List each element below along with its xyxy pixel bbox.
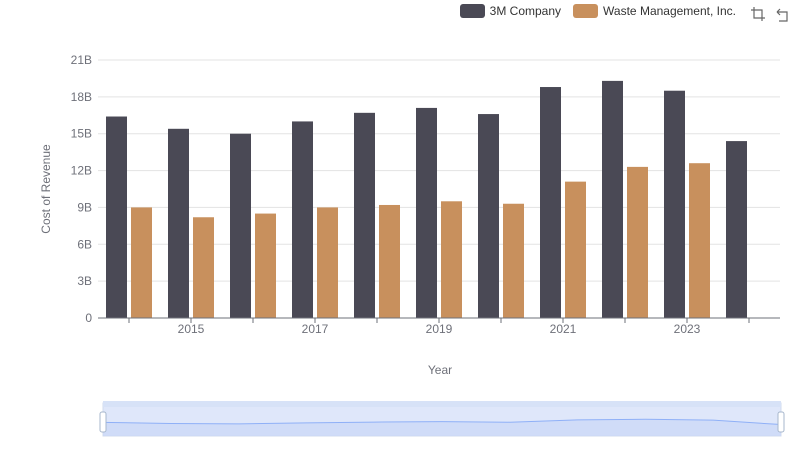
bar-3m-2020[interactable] [478, 114, 499, 318]
bar-3m-2015[interactable] [168, 128, 189, 318]
bar-3m-2022[interactable] [602, 80, 623, 318]
legend: 3M Company Waste Management, Inc. [459, 4, 736, 18]
y-tick-label: 12B [71, 164, 92, 178]
chart-toolbar [750, 6, 790, 22]
legend-label-3m: 3M Company [489, 4, 562, 18]
y-tick-label: 18B [71, 90, 92, 104]
zoom-move-bar[interactable] [103, 401, 781, 407]
y-tick-label: 0 [85, 311, 92, 325]
x-axis-label: Year [428, 363, 452, 377]
axes: 0 3B 6B 9B 12B 15B 18B 21B 2015 2017 2019 2021 2023 [71, 53, 780, 336]
x-tick-label: 2021 [550, 322, 577, 336]
legend-label-waste-management: Waste Management, Inc. [603, 4, 736, 18]
bar-waste-management-2017[interactable] [317, 207, 338, 318]
bar-3m-2016[interactable] [230, 133, 251, 318]
bar-3m-2024[interactable] [726, 141, 747, 318]
y-tick-label: 9B [77, 200, 92, 214]
restore-icon[interactable] [774, 6, 790, 22]
bar-3m-2023[interactable] [664, 90, 685, 318]
x-tick-label: 2015 [178, 322, 205, 336]
y-tick-label: 6B [77, 237, 92, 251]
x-tick-label: 2019 [426, 322, 453, 336]
bar-3m-2017[interactable] [292, 121, 313, 318]
bar-waste-management-2015[interactable] [193, 217, 214, 318]
bar-waste-management-2023[interactable] [689, 163, 710, 318]
y-tick-label: 15B [71, 127, 92, 141]
y-tick-label: 21B [71, 53, 92, 67]
data-zoom-slider[interactable] [99, 401, 785, 437]
zoom-select-icon[interactable] [750, 6, 766, 22]
legend-item-3m[interactable]: 3M Company [459, 4, 562, 18]
bar-waste-management-2021[interactable] [565, 181, 586, 318]
zoom-handle-right[interactable] [777, 411, 785, 433]
legend-swatch-waste-management [573, 4, 599, 18]
bar-waste-management-2018[interactable] [379, 204, 400, 318]
bar-3m-2014[interactable] [106, 116, 127, 318]
bar-waste-management-2022[interactable] [627, 166, 648, 318]
bar-waste-management-2016[interactable] [255, 213, 276, 318]
x-tick-label: 2023 [674, 322, 701, 336]
bar-waste-management-2019[interactable] [441, 201, 462, 318]
x-tick-label: 2017 [302, 322, 329, 336]
y-tick-label: 3B [77, 274, 92, 288]
bar-3m-2021[interactable] [540, 87, 561, 319]
bars [106, 80, 747, 319]
legend-swatch-3m [459, 4, 485, 18]
bar-3m-2019[interactable] [416, 107, 437, 319]
legend-item-waste-management[interactable]: Waste Management, Inc. [573, 4, 736, 18]
y-axis-label: Cost of Revenue [39, 144, 53, 234]
bar-waste-management-2014[interactable] [131, 207, 152, 318]
zoom-preview-line [102, 418, 782, 426]
bar-3m-2018[interactable] [354, 112, 375, 318]
bar-waste-management-2020[interactable] [503, 203, 524, 318]
zoom-handle-left[interactable] [99, 411, 107, 433]
